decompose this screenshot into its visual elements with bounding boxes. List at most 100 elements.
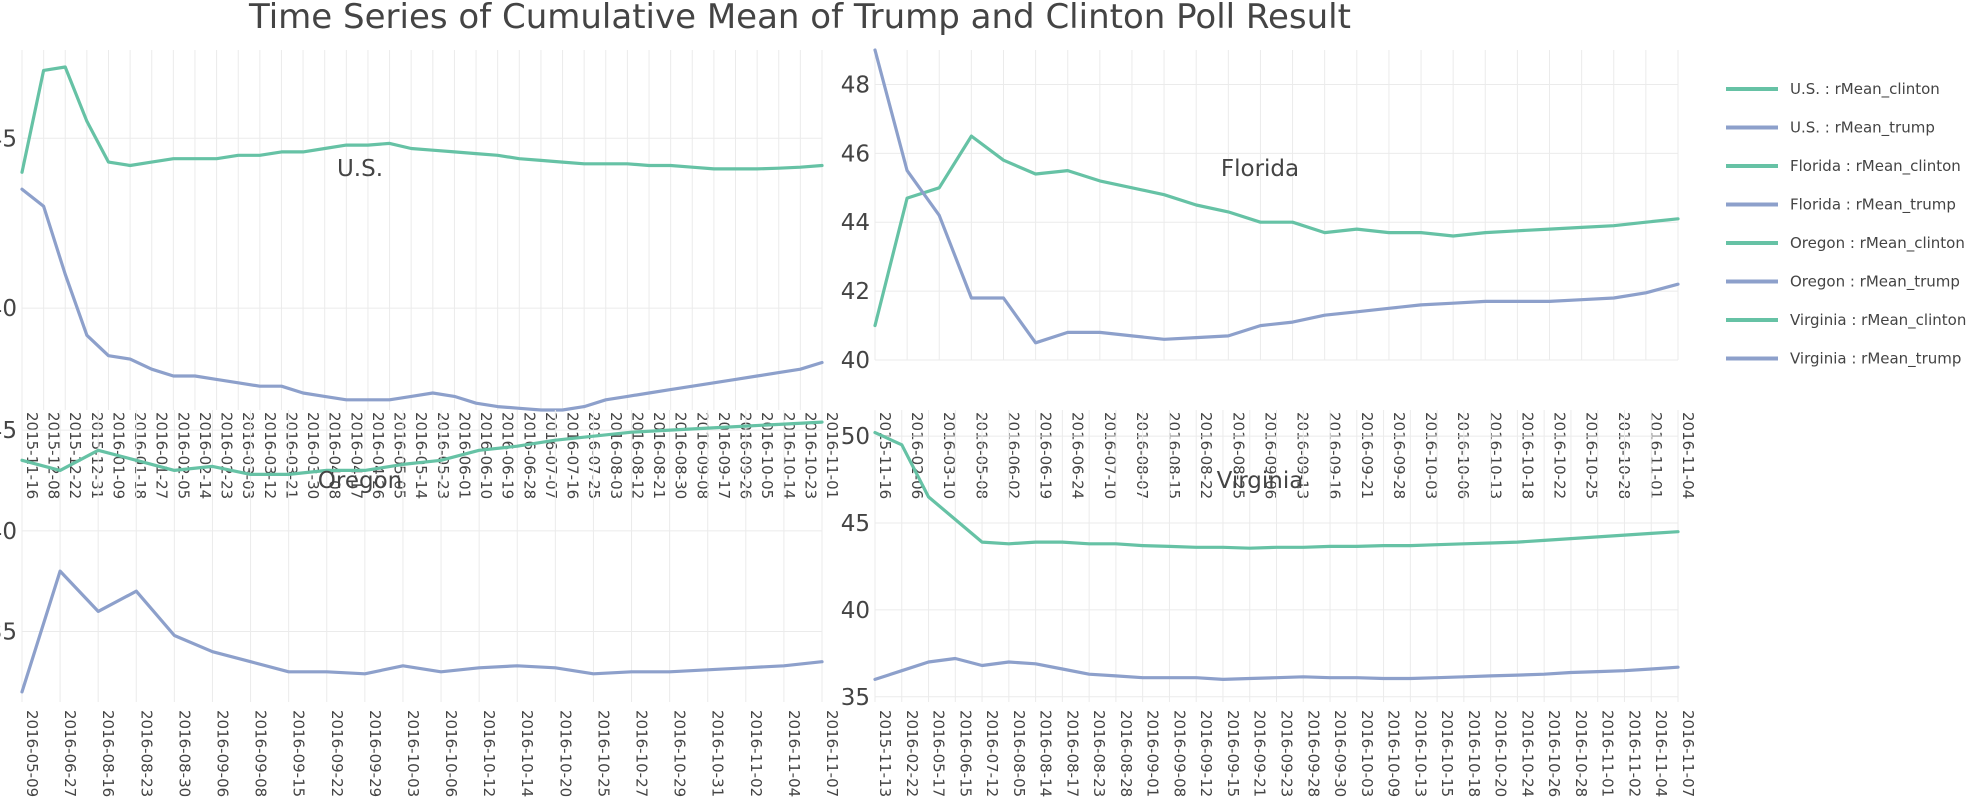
legend-label: Oregon : rMean_trump	[1790, 273, 1960, 292]
x-tick-label: 2016-06-10	[477, 412, 495, 499]
y-tick-label: 44	[841, 210, 870, 236]
x-tick-label: 2016-11-07	[1679, 710, 1697, 797]
y-tick-label: 50	[841, 424, 870, 450]
x-tick-label: 2016-02-22	[903, 710, 921, 797]
x-tick-label: 2016-10-03	[404, 710, 422, 797]
x-tick-label: 2016-10-05	[758, 412, 776, 499]
series-line-florida-rmean-clinton	[873, 134, 1680, 328]
x-tick-label: 2016-07-12	[983, 710, 1001, 797]
x-tick-label: 2016-09-21	[1358, 412, 1376, 499]
x-tick-label: 2016-09-08	[1170, 710, 1188, 797]
x-tick-label: 2016-11-04	[1679, 412, 1697, 499]
y-tick-label: 46	[841, 141, 870, 167]
x-tick-label: 2016-10-25	[1583, 412, 1601, 499]
legend-item[interactable]: U.S. : rMean_trump	[1726, 119, 1935, 138]
x-tick-label: 2016-10-15	[1438, 710, 1456, 797]
x-tick-label: 2016-08-30	[175, 710, 193, 797]
series-line-oregon-rmean-clinton	[20, 420, 824, 476]
x-tick-label: 2016-10-25	[594, 710, 612, 797]
y-tick-label: 40	[0, 519, 17, 545]
x-tick-label: 2016-11-04	[785, 710, 803, 797]
panel-label: Florida	[1221, 156, 1299, 182]
legend-label: Florida : rMean_trump	[1790, 196, 1956, 215]
figure-title: Time Series of Cumulative Mean of Trump …	[248, 0, 1351, 37]
x-tick-label: 2016-09-21	[1251, 710, 1269, 797]
x-tick-label: 2016-03-03	[239, 412, 257, 499]
x-tick-label: 2016-01-27	[153, 412, 171, 499]
y-tick-label: 40	[841, 348, 870, 374]
legend-item[interactable]: Florida : rMean_clinton	[1726, 157, 1961, 176]
x-tick-label: 2016-06-27	[61, 710, 79, 797]
legend-label: Florida : rMean_clinton	[1790, 157, 1961, 176]
x-tick-label: 2016-09-12	[1197, 710, 1215, 797]
x-tick-label: 2016-10-09	[1385, 710, 1403, 797]
x-tick-label: 2016-09-17	[715, 412, 733, 499]
legend-item[interactable]: Oregon : rMean_trump	[1726, 273, 1960, 292]
x-tick-label: 2016-10-03	[1358, 710, 1376, 797]
x-tick-label: 2016-01-18	[131, 412, 149, 499]
x-tick-label: 2016-09-15	[1224, 710, 1242, 797]
x-tick-label: 2015-11-13	[876, 710, 894, 797]
x-tick-label: 2016-08-21	[650, 412, 668, 499]
panel-label: U.S.	[337, 156, 383, 182]
panel-oregon: 2016-05-09 2016-06-27 2016-08-16 2016-08-23…	[0, 410, 841, 797]
x-tick-label: 2016-10-06	[1454, 412, 1472, 499]
x-tick-label: 2016-10-18	[1518, 412, 1536, 499]
x-tick-label: 2016-02-06	[908, 412, 926, 499]
x-tick-label: 2016-11-04	[1652, 710, 1670, 797]
x-tick-label: 2016-06-02	[1004, 412, 1022, 499]
x-tick-label: 2016-08-07	[1133, 412, 1151, 499]
x-tick-label: 2016-06-15	[956, 710, 974, 797]
x-tick-label: 2016-10-31	[709, 710, 727, 797]
x-tick-label: 2016-05-09	[23, 710, 41, 797]
y-tick-label: 40	[0, 296, 17, 322]
x-tick-label: 2016-10-13	[1411, 710, 1429, 797]
legend-item[interactable]: U.S. : rMean_clinton	[1726, 80, 1940, 99]
panels: 2015-11-16 2015-12-08 2015-12-22 2015-12-31…	[0, 48, 1697, 797]
legend-label: U.S. : rMean_trump	[1790, 119, 1935, 138]
legend: U.S. : rMean_clinton U.S. : rMean_trump Fl…	[1726, 80, 1966, 369]
x-tick-label: 2016-04-26	[369, 412, 387, 499]
legend-item[interactable]: Virginia : rMean_clinton	[1726, 311, 1966, 330]
y-tick-label: 48	[841, 72, 870, 98]
y-tick-label: 45	[841, 511, 870, 537]
x-tick-label: 2016-10-29	[671, 710, 689, 797]
x-tick-label: 2016-09-06	[213, 710, 231, 797]
x-tick-label: 2016-02-14	[196, 412, 214, 499]
legend-item[interactable]: Oregon : rMean_clinton	[1726, 234, 1965, 253]
x-tick-label: 2016-06-19	[499, 412, 517, 499]
x-tick-label: 2016-11-01	[1647, 412, 1665, 499]
x-tick-label: 2016-10-23	[801, 412, 819, 499]
x-tick-label: 2016-09-13	[1294, 412, 1312, 499]
x-tick-label: 2016-08-23	[1090, 710, 1108, 797]
x-tick-label: 2016-09-08	[252, 710, 270, 797]
x-tick-label: 2016-03-12	[261, 412, 279, 499]
x-tick-label: 2016-09-01	[1144, 710, 1162, 797]
series-line-u-s-rmean-clinton	[20, 65, 824, 174]
panel-u-s: 2015-11-16 2015-12-08 2015-12-22 2015-12-31…	[0, 50, 841, 499]
y-tick-label: 45	[0, 126, 17, 152]
legend-item[interactable]: Virginia : rMean_trump	[1726, 350, 1961, 369]
x-tick-label: 2016-10-28	[1615, 412, 1633, 499]
x-tick-label: 2015-12-31	[88, 412, 106, 499]
x-tick-label: 2016-05-23	[434, 412, 452, 499]
x-tick-label: 2016-03-21	[282, 412, 300, 499]
x-tick-label: 2015-12-22	[66, 412, 84, 499]
x-tick-label: 2016-10-03	[1422, 412, 1440, 499]
x-tick-label: 2016-02-23	[218, 412, 236, 499]
x-tick-label: 2016-08-05	[1010, 710, 1028, 797]
x-tick-label: 2016-10-28	[1572, 710, 1590, 797]
x-tick-label: 2016-11-01	[823, 412, 841, 499]
x-tick-label: 2015-11-16	[876, 412, 894, 499]
x-tick-label: 2016-09-30	[1331, 710, 1349, 797]
x-tick-label: 2016-08-16	[99, 710, 117, 797]
x-tick-label: 2016-11-07	[823, 710, 841, 797]
x-tick-label: 2016-08-30	[672, 412, 690, 499]
x-tick-label: 2016-03-10	[940, 412, 958, 499]
x-tick-label: 2016-10-20	[556, 710, 574, 797]
series-line-florida-rmean-trump	[873, 48, 1680, 345]
x-tick-label: 2016-04-08	[326, 412, 344, 499]
legend-item[interactable]: Florida : rMean_trump	[1726, 196, 1956, 215]
x-tick-label: 2016-10-13	[1486, 412, 1504, 499]
